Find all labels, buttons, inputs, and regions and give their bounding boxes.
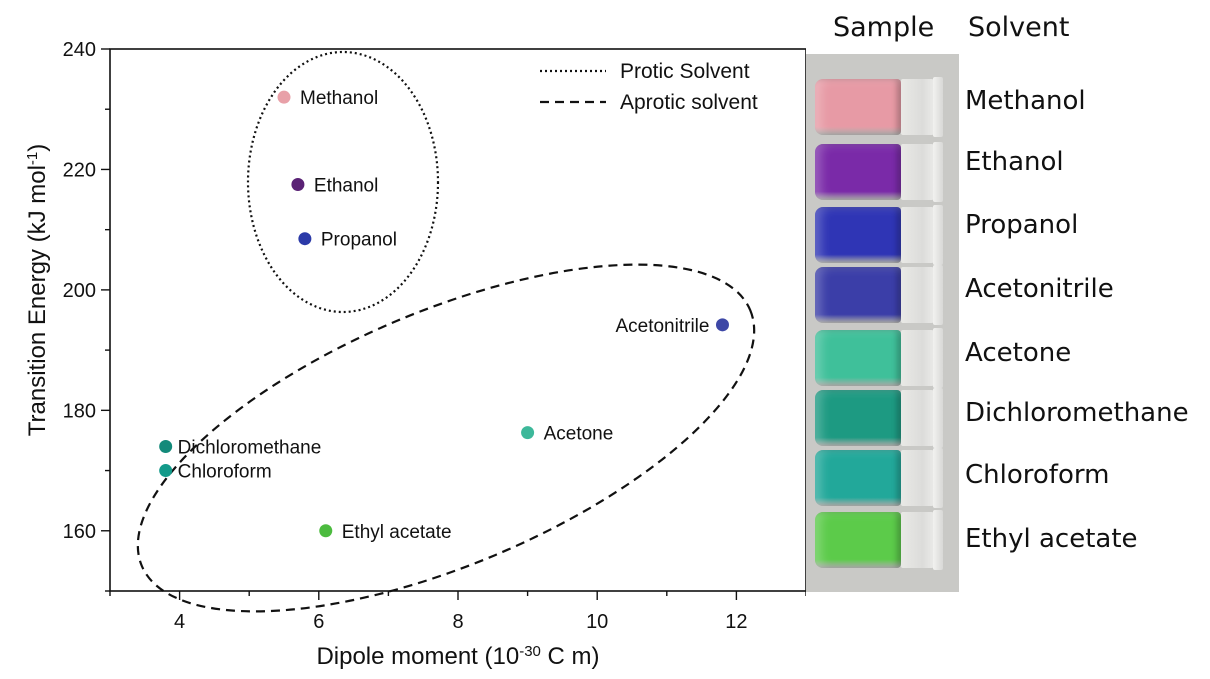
vial-photo xyxy=(806,54,959,592)
vial-cap xyxy=(933,388,943,448)
point-label-ethanol: Ethanol xyxy=(314,176,378,197)
point-acetonitrile xyxy=(715,318,729,332)
vial-acetone xyxy=(806,328,959,390)
point-label-acetonitrile: Acetonitrile xyxy=(615,316,709,337)
vial-glass xyxy=(901,390,937,446)
vial-liquid xyxy=(815,330,901,386)
vial-liquid xyxy=(815,450,901,506)
vial-cap xyxy=(933,205,943,265)
point-label-dichloromethane: Dichloromethane xyxy=(178,437,322,458)
point-dichloromethane xyxy=(159,439,173,453)
point-label-chloroform: Chloroform xyxy=(178,462,272,483)
vial-glass xyxy=(901,450,937,506)
sample-header: Sample xyxy=(833,12,935,43)
vial-cap xyxy=(933,510,943,570)
x-tick-label: 10 xyxy=(586,611,608,633)
vial-ethanol xyxy=(806,142,959,204)
vial-methanol xyxy=(806,77,959,139)
x-tick-label: 8 xyxy=(452,611,463,633)
aprotic-group-ellipse xyxy=(136,263,756,613)
vial-cap xyxy=(933,142,943,202)
point-propanol xyxy=(298,232,312,246)
vial-glass xyxy=(901,79,937,135)
solvent-header: Solvent xyxy=(968,12,1070,43)
legend: Protic Solvent Aprotic solvent xyxy=(540,60,758,114)
vial-glass xyxy=(901,512,937,568)
vial-liquid xyxy=(815,267,901,323)
solvent-label-ethanol: Ethanol xyxy=(965,147,1064,177)
point-methanol xyxy=(277,90,291,104)
scatter-chart: 4 6 8 10 12 160 180 200 220 240 Methanol Ethanol Pr… xyxy=(24,39,806,671)
y-tick-label: 220 xyxy=(63,159,96,181)
x-tick-label: 4 xyxy=(174,611,185,633)
vial-liquid xyxy=(815,390,901,446)
vial-liquid xyxy=(815,144,901,200)
x-tick-label: 6 xyxy=(313,611,324,633)
point-label-methanol: Methanol xyxy=(300,88,378,109)
vial-acetonitrile xyxy=(806,265,959,327)
solvent-label-methanol: Methanol xyxy=(965,86,1086,116)
legend-protic-label: Protic Solvent xyxy=(620,60,750,83)
x-tick-label: 12 xyxy=(725,611,747,633)
vial-cap xyxy=(933,328,943,388)
vial-glass xyxy=(901,330,937,386)
point-chloroform xyxy=(159,464,173,478)
vial-dichloromethane xyxy=(806,388,959,450)
axes: 4 6 8 10 12 160 180 200 220 240 xyxy=(63,39,806,633)
solvent-label-dichloromethane: Dichloromethane xyxy=(965,398,1189,428)
point-label-ethyl-acetate: Ethyl acetate xyxy=(342,522,452,543)
y-tick-label: 180 xyxy=(63,400,96,422)
vial-cap xyxy=(933,448,943,508)
vial-chloroform xyxy=(806,448,959,510)
solvent-label-ethyl-acetate: Ethyl acetate xyxy=(965,524,1138,554)
solvent-label-acetonitrile: Acetonitrile xyxy=(965,274,1114,304)
y-tick-label: 240 xyxy=(63,39,96,61)
x-axis-label: Dipole moment (10-30 C m) xyxy=(316,643,599,671)
vial-cap xyxy=(933,265,943,325)
vial-ethyl-acetate xyxy=(806,510,959,572)
point-acetone xyxy=(521,426,535,440)
vial-glass xyxy=(901,207,937,263)
points-layer: Methanol Ethanol Propanol Acetonitrile Aceto… xyxy=(159,88,729,543)
point-label-propanol: Propanol xyxy=(321,230,397,251)
y-tick-label: 160 xyxy=(63,521,96,543)
vial-liquid xyxy=(815,207,901,263)
y-axis-label: Transition Energy (kJ mol-1) xyxy=(24,144,52,437)
vial-liquid xyxy=(815,79,901,135)
solvent-label-acetone: Acetone xyxy=(965,338,1072,368)
group-ellipses xyxy=(136,50,756,613)
vial-glass xyxy=(901,144,937,200)
solvent-label-propanol: Propanol xyxy=(965,210,1079,240)
vial-cap xyxy=(933,77,943,137)
y-tick-label: 200 xyxy=(63,280,96,302)
solvent-label-chloroform: Chloroform xyxy=(965,460,1110,490)
point-label-acetone: Acetone xyxy=(544,424,614,445)
vial-liquid xyxy=(815,512,901,568)
vial-glass xyxy=(901,267,937,323)
protic-group-ellipse xyxy=(246,50,440,314)
legend-aprotic-label: Aprotic solvent xyxy=(620,91,758,114)
point-ethanol xyxy=(291,178,305,191)
point-ethyl-acetate xyxy=(319,524,333,538)
vial-propanol xyxy=(806,205,959,267)
